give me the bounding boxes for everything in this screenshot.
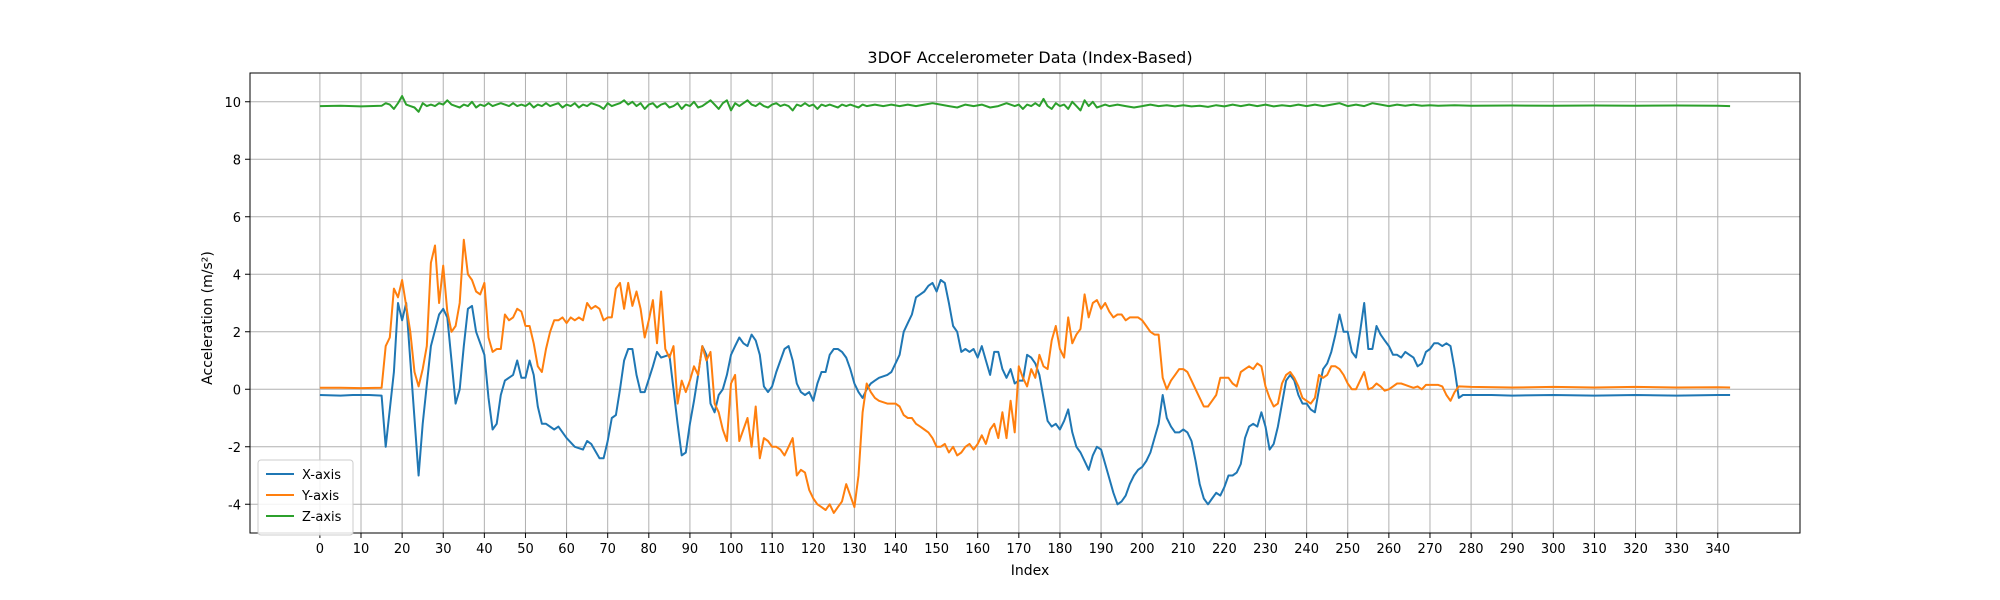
- y-tick-label: 4: [233, 268, 241, 283]
- grid: [250, 73, 1800, 533]
- x-tick-label: 150: [924, 542, 949, 557]
- x-axis-label: Index: [1011, 563, 1050, 579]
- x-tick-label: 80: [641, 542, 658, 557]
- x-tick-label: 320: [1623, 542, 1648, 557]
- legend: X-axis Y-axis Z-axis: [257, 459, 354, 536]
- series-line-y-axis: [319, 238, 1731, 514]
- x-tick-label: 250: [1335, 542, 1360, 557]
- y-tick-label: -2: [228, 441, 241, 456]
- x-tick-label: 240: [1294, 542, 1319, 557]
- x-tick-label: 230: [1253, 542, 1278, 557]
- y-tick-label: 0: [233, 383, 241, 398]
- x-tick-label: 20: [394, 542, 411, 557]
- x-tick-label: 160: [965, 542, 990, 557]
- x-tick-label: 70: [599, 542, 616, 557]
- x-tick-label: 200: [1130, 542, 1155, 557]
- x-tick-label: 260: [1376, 542, 1401, 557]
- x-tick-label: 60: [558, 542, 575, 557]
- x-tick-label: 40: [476, 542, 493, 557]
- x-tick-label: 50: [517, 542, 534, 557]
- plot-frame: [249, 72, 1801, 534]
- x-tick-label: 300: [1541, 542, 1566, 557]
- chart-title: 3DOF Accelerometer Data (Index-Based): [867, 48, 1192, 67]
- x-tick-label: 270: [1418, 542, 1443, 557]
- y-tick-label: 8: [233, 153, 241, 168]
- x-tick-label: 310: [1582, 542, 1607, 557]
- x-tick-label: 130: [842, 542, 867, 557]
- x-tick-label: 170: [1006, 542, 1031, 557]
- x-tick-label: 0: [316, 542, 324, 557]
- y-tick-label: -4: [228, 498, 241, 513]
- series-line-x-axis: [319, 279, 1731, 506]
- x-tick-label: 190: [1089, 542, 1114, 557]
- x-tick-label: 180: [1048, 542, 1073, 557]
- legend-label: X-axis: [302, 468, 341, 483]
- y-axis-ticks: -4 -2 0 2 4 6 8 10: [224, 96, 250, 513]
- x-tick-label: 210: [1171, 542, 1196, 557]
- y-tick-label: 10: [224, 96, 241, 111]
- x-tick-label: 30: [435, 542, 452, 557]
- x-axis-ticks: 0 10 20 30 40 50 60 70 80 90 100 110 120 130 140 150 160…: [316, 533, 1730, 557]
- x-tick-label: 120: [801, 542, 826, 557]
- x-tick-label: 110: [760, 542, 785, 557]
- x-tick-label: 10: [353, 542, 370, 557]
- x-tick-label: 290: [1500, 542, 1525, 557]
- x-tick-label: 140: [883, 542, 908, 557]
- x-tick-label: 90: [682, 542, 699, 557]
- series-layer: [319, 95, 1731, 514]
- x-tick-label: 330: [1664, 542, 1689, 557]
- y-axis-label: Acceleration (m/s²): [200, 251, 216, 385]
- y-tick-label: 2: [233, 326, 241, 341]
- x-tick-label: 220: [1212, 542, 1237, 557]
- x-tick-label: 280: [1459, 542, 1484, 557]
- legend-label: Z-axis: [302, 510, 342, 525]
- legend-label: Y-axis: [301, 489, 339, 504]
- x-tick-label: 100: [719, 542, 744, 557]
- x-tick-label: 340: [1705, 542, 1730, 557]
- series-line-z-axis: [319, 95, 1731, 113]
- y-tick-label: 6: [233, 211, 241, 226]
